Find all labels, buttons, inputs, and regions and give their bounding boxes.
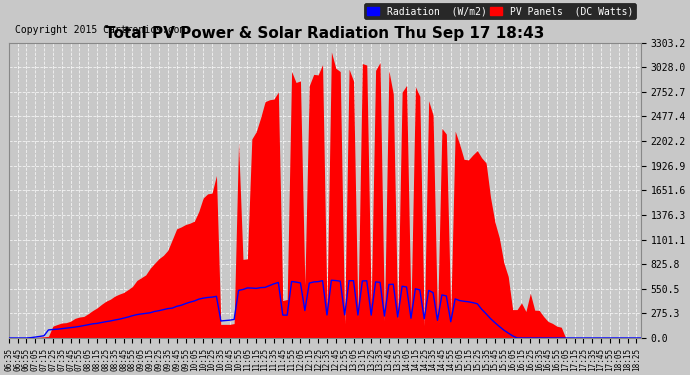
- Title: Total PV Power & Solar Radiation Thu Sep 17 18:43: Total PV Power & Solar Radiation Thu Sep…: [105, 27, 544, 42]
- Text: Copyright 2015 Cartronics.com: Copyright 2015 Cartronics.com: [15, 25, 186, 35]
- Legend: Radiation  (W/m2), PV Panels  (DC Watts): Radiation (W/m2), PV Panels (DC Watts): [364, 3, 636, 19]
